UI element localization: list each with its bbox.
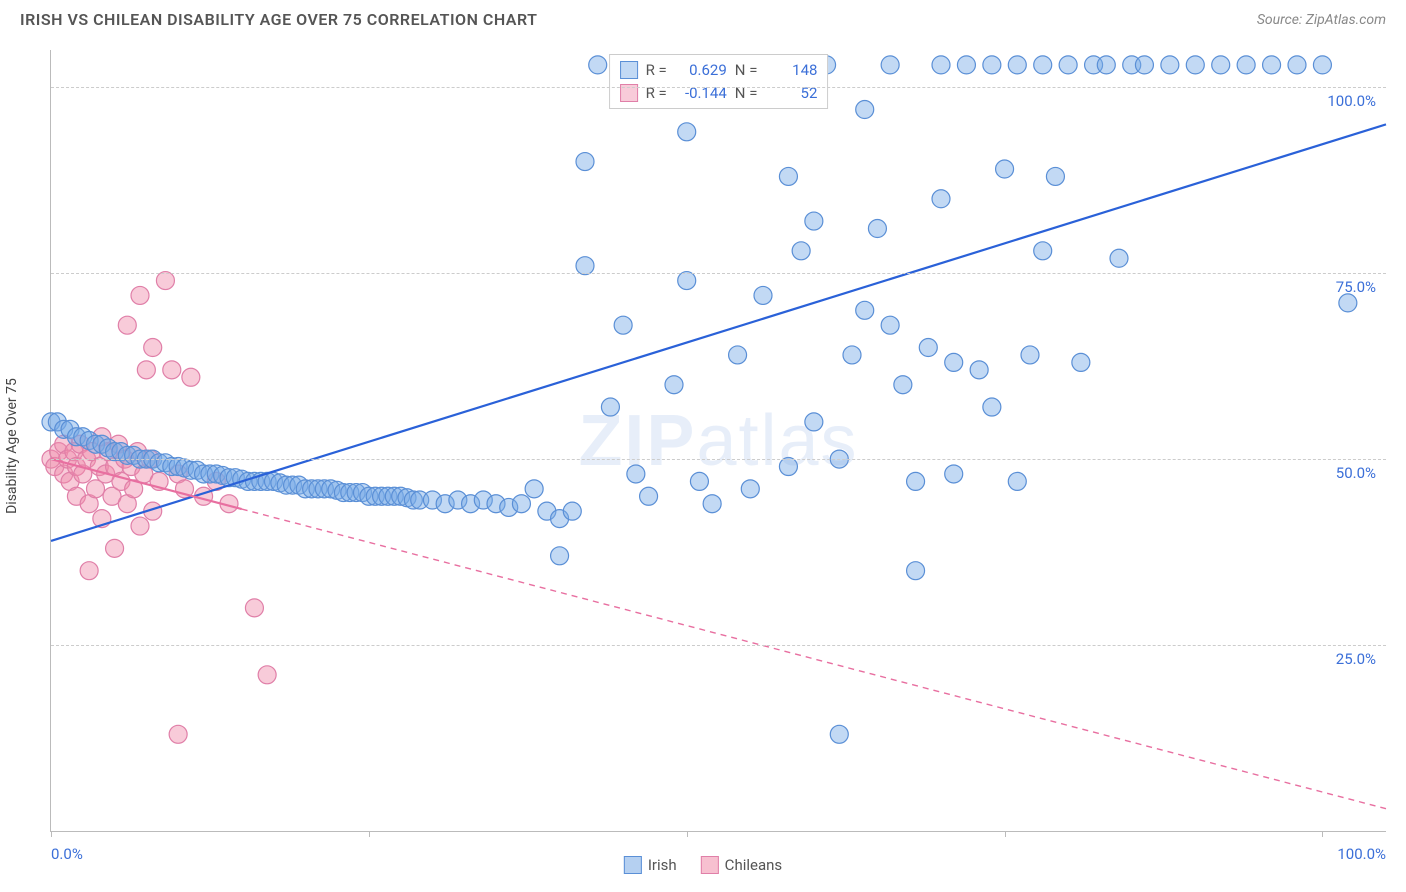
legend-swatch-irish	[620, 61, 638, 79]
legend-row-chileans: R = -0.144 N = 52	[620, 82, 818, 105]
x-tick-label-max: 100.0%	[1337, 845, 1386, 863]
y-tick-label: 75.0%	[1336, 278, 1376, 296]
y-tick-label: 100.0%	[1327, 92, 1376, 110]
correlation-legend: R = 0.629 N = 148 R = -0.144 N = 52	[609, 54, 829, 109]
chart-plot-area: ZIPatlas R = 0.629 N = 148 R = -0.144 N …	[50, 50, 1386, 832]
y-axis-label: Disability Age Over 75	[4, 378, 20, 514]
legend-item-chileans: Chileans	[701, 856, 782, 874]
legend-item-irish: Irish	[624, 856, 677, 874]
legend-row-irish: R = 0.629 N = 148	[620, 59, 818, 82]
legend-swatch-irish-bottom	[624, 856, 642, 874]
legend-swatch-chileans-bottom	[701, 856, 719, 874]
chart-svg	[51, 50, 1386, 831]
chart-title: IRISH VS CHILEAN DISABILITY AGE OVER 75 …	[20, 10, 538, 29]
y-tick-label: 50.0%	[1336, 464, 1376, 482]
y-tick-label: 25.0%	[1336, 650, 1376, 668]
x-tick-label-min: 0.0%	[51, 845, 83, 863]
source-attribution: Source: ZipAtlas.com	[1257, 12, 1386, 28]
series-legend: Irish Chileans	[624, 856, 782, 874]
